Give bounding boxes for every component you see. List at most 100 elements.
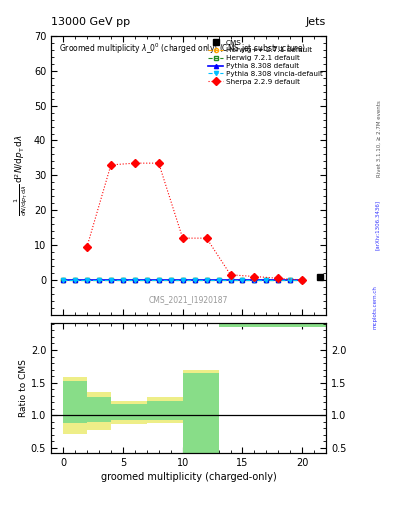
Pythia 8.308 vincia-default xyxy=(168,277,173,283)
Pythia 8.308 default xyxy=(276,277,281,283)
Herwig++ 2.7.1 default xyxy=(300,277,305,283)
Herwig 7.2.1 default xyxy=(121,277,125,283)
Sherpa 2.2.9 default xyxy=(276,275,281,281)
Legend: CMS, Herwig++ 2.7.1 default, Herwig 7.2.1 default, Pythia 8.308 default, Pythia : CMS, Herwig++ 2.7.1 default, Herwig 7.2.… xyxy=(207,38,324,86)
Pythia 8.308 default xyxy=(108,277,113,283)
Herwig 7.2.1 default xyxy=(168,277,173,283)
Herwig++ 2.7.1 default xyxy=(288,277,293,283)
Pythia 8.308 vincia-default xyxy=(204,277,209,283)
Bar xyxy=(219,321,326,327)
Herwig 7.2.1 default xyxy=(84,277,89,283)
Pythia 8.308 vincia-default xyxy=(108,277,113,283)
Herwig 7.2.1 default xyxy=(132,277,137,283)
Pythia 8.308 vincia-default xyxy=(84,277,89,283)
Text: 13000 GeV pp: 13000 GeV pp xyxy=(51,17,130,28)
Pythia 8.308 default xyxy=(73,277,77,283)
Bar xyxy=(87,397,111,422)
Pythia 8.308 default xyxy=(97,277,101,283)
Pythia 8.308 default xyxy=(132,277,137,283)
Pythia 8.308 vincia-default xyxy=(288,277,293,283)
Pythia 8.308 default xyxy=(144,277,149,283)
Pythia 8.308 default xyxy=(61,277,65,283)
Herwig++ 2.7.1 default xyxy=(216,277,221,283)
Y-axis label: $\frac{1}{\mathrm{d}N/\mathrm{d}p_\mathrm{T}\,\mathrm{d}\lambda}\,\mathrm{d}^2N/: $\frac{1}{\mathrm{d}N/\mathrm{d}p_\mathr… xyxy=(12,134,30,217)
Herwig 7.2.1 default xyxy=(276,277,281,283)
Bar xyxy=(87,392,111,430)
Herwig 7.2.1 default xyxy=(204,277,209,283)
Herwig++ 2.7.1 default xyxy=(132,277,137,283)
Herwig++ 2.7.1 default xyxy=(84,277,89,283)
Herwig++ 2.7.1 default xyxy=(252,277,257,283)
Herwig 7.2.1 default xyxy=(228,277,233,283)
X-axis label: groomed multiplicity (charged-only): groomed multiplicity (charged-only) xyxy=(101,472,277,482)
Herwig 7.2.1 default xyxy=(252,277,257,283)
Pythia 8.308 vincia-default xyxy=(300,277,305,283)
Bar xyxy=(147,401,183,420)
Herwig 7.2.1 default xyxy=(300,277,305,283)
Bar xyxy=(219,321,326,327)
Pythia 8.308 default xyxy=(240,277,245,283)
Pythia 8.308 default xyxy=(216,277,221,283)
Herwig 7.2.1 default xyxy=(97,277,101,283)
Herwig++ 2.7.1 default xyxy=(228,277,233,283)
Herwig++ 2.7.1 default xyxy=(168,277,173,283)
Pythia 8.308 default xyxy=(156,277,161,283)
Line: Herwig 7.2.1 default: Herwig 7.2.1 default xyxy=(61,278,304,282)
Herwig++ 2.7.1 default xyxy=(108,277,113,283)
Herwig 7.2.1 default xyxy=(264,277,269,283)
Bar xyxy=(63,377,87,434)
Bar xyxy=(111,404,147,420)
Pythia 8.308 vincia-default xyxy=(61,277,65,283)
Pythia 8.308 default xyxy=(84,277,89,283)
Herwig++ 2.7.1 default xyxy=(276,277,281,283)
Herwig++ 2.7.1 default xyxy=(121,277,125,283)
Pythia 8.308 vincia-default xyxy=(156,277,161,283)
Herwig++ 2.7.1 default xyxy=(97,277,101,283)
Pythia 8.308 vincia-default xyxy=(276,277,281,283)
Sherpa 2.2.9 default xyxy=(180,235,185,241)
Pythia 8.308 vincia-default xyxy=(228,277,233,283)
Sherpa 2.2.9 default xyxy=(132,160,137,166)
Pythia 8.308 vincia-default xyxy=(121,277,125,283)
Pythia 8.308 vincia-default xyxy=(240,277,245,283)
Text: Groomed multiplicity $\lambda\_0^0$ (charged only) (CMS jet substructure): Groomed multiplicity $\lambda\_0^0$ (cha… xyxy=(59,41,307,56)
Herwig 7.2.1 default xyxy=(156,277,161,283)
Pythia 8.308 vincia-default xyxy=(180,277,185,283)
Pythia 8.308 default xyxy=(228,277,233,283)
Sherpa 2.2.9 default xyxy=(84,244,89,250)
Herwig++ 2.7.1 default xyxy=(73,277,77,283)
Text: [arXiv:1306.3436]: [arXiv:1306.3436] xyxy=(375,200,380,250)
Herwig++ 2.7.1 default xyxy=(180,277,185,283)
Y-axis label: Ratio to CMS: Ratio to CMS xyxy=(19,359,28,417)
Herwig 7.2.1 default xyxy=(240,277,245,283)
Bar xyxy=(183,370,219,453)
Line: Sherpa 2.2.9 default: Sherpa 2.2.9 default xyxy=(84,160,305,283)
Sherpa 2.2.9 default xyxy=(204,235,209,241)
Pythia 8.308 default xyxy=(192,277,197,283)
Pythia 8.308 vincia-default xyxy=(132,277,137,283)
Pythia 8.308 default xyxy=(300,277,305,283)
Line: Herwig++ 2.7.1 default: Herwig++ 2.7.1 default xyxy=(61,278,304,282)
Sherpa 2.2.9 default xyxy=(108,162,113,168)
Herwig 7.2.1 default xyxy=(216,277,221,283)
Pythia 8.308 default xyxy=(204,277,209,283)
Bar xyxy=(63,381,87,423)
Sherpa 2.2.9 default xyxy=(228,272,233,278)
Herwig 7.2.1 default xyxy=(180,277,185,283)
Herwig 7.2.1 default xyxy=(144,277,149,283)
Herwig++ 2.7.1 default xyxy=(204,277,209,283)
Pythia 8.308 default xyxy=(180,277,185,283)
Text: CMS_2021_I1920187: CMS_2021_I1920187 xyxy=(149,295,228,304)
Pythia 8.308 default xyxy=(288,277,293,283)
Pythia 8.308 vincia-default xyxy=(264,277,269,283)
Pythia 8.308 vincia-default xyxy=(252,277,257,283)
Text: mcplots.cern.ch: mcplots.cern.ch xyxy=(373,285,378,329)
Line: Pythia 8.308 default: Pythia 8.308 default xyxy=(61,278,304,282)
Pythia 8.308 vincia-default xyxy=(192,277,197,283)
Herwig 7.2.1 default xyxy=(192,277,197,283)
Pythia 8.308 vincia-default xyxy=(73,277,77,283)
Pythia 8.308 default xyxy=(252,277,257,283)
Herwig 7.2.1 default xyxy=(73,277,77,283)
Sherpa 2.2.9 default xyxy=(156,160,161,166)
Bar xyxy=(147,397,183,423)
